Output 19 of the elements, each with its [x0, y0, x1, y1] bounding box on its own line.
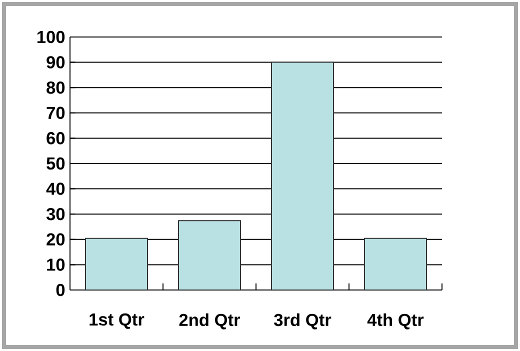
- y-tick-label: 90: [46, 56, 65, 68]
- x-tick-label: 1st Qtr: [90, 313, 144, 329]
- y-tick-label: 0: [56, 284, 65, 296]
- x-tick-label: 4th Qtr: [367, 313, 424, 330]
- bar: [364, 238, 427, 290]
- y-tick-label: 40: [46, 182, 65, 195]
- y-tick-label: 30: [46, 208, 65, 220]
- y-tick-label: 70: [46, 106, 65, 120]
- y-tick-label: 100: [37, 30, 65, 44]
- y-tick-label: 80: [46, 81, 65, 94]
- bar: [86, 238, 148, 290]
- y-tick-label: 20: [46, 233, 65, 246]
- y-tick-label: 60: [46, 132, 65, 144]
- y-tick-label: 10: [47, 258, 65, 271]
- bar: [272, 62, 334, 290]
- x-tick-label: 2nd Qtr: [179, 313, 240, 330]
- bar: [178, 220, 241, 290]
- y-tick-label: 50: [46, 157, 65, 170]
- x-tick-label: 3rd Qtr: [274, 313, 332, 330]
